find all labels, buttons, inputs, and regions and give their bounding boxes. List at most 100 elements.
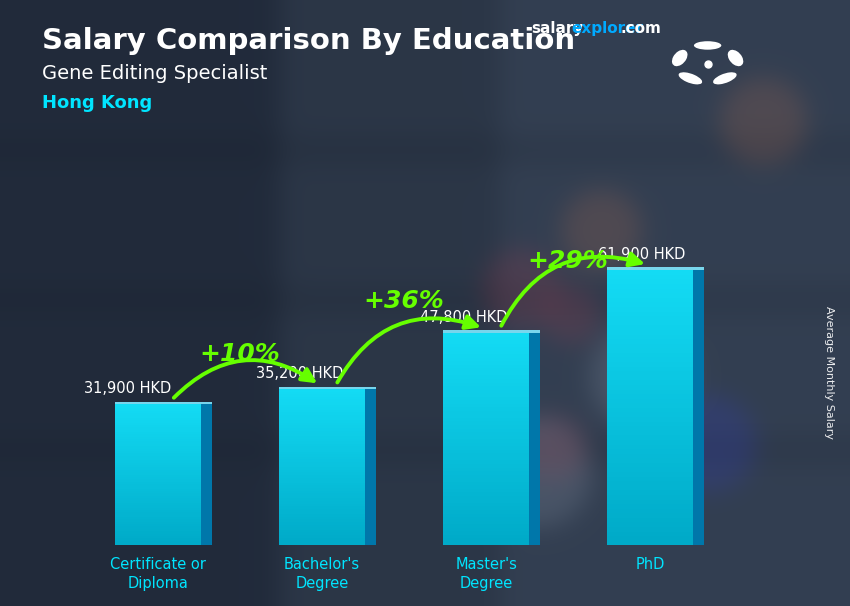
Bar bbox=[116, 510, 201, 512]
Ellipse shape bbox=[713, 72, 737, 84]
Bar bbox=[608, 431, 693, 435]
Bar bbox=[116, 413, 201, 416]
Bar bbox=[444, 439, 529, 443]
Bar bbox=[280, 519, 365, 522]
Bar bbox=[280, 535, 365, 538]
Bar bbox=[444, 422, 529, 425]
Bar bbox=[444, 418, 529, 422]
Bar bbox=[608, 490, 693, 495]
Bar bbox=[608, 394, 693, 399]
Bar bbox=[116, 408, 201, 411]
Bar bbox=[444, 461, 529, 464]
Bar bbox=[116, 402, 212, 404]
Bar bbox=[116, 474, 201, 477]
Bar bbox=[608, 413, 693, 417]
Bar bbox=[608, 367, 693, 371]
Bar bbox=[444, 330, 541, 333]
Bar bbox=[116, 501, 201, 503]
Bar bbox=[280, 444, 365, 447]
Bar bbox=[116, 491, 201, 493]
Bar bbox=[280, 525, 365, 527]
Bar bbox=[116, 467, 201, 470]
Bar bbox=[116, 503, 201, 505]
Bar bbox=[116, 446, 201, 448]
Bar bbox=[444, 379, 529, 382]
Bar bbox=[608, 426, 693, 431]
Bar bbox=[608, 541, 693, 545]
Bar bbox=[444, 425, 529, 428]
Bar bbox=[444, 358, 529, 361]
Bar bbox=[280, 447, 365, 449]
Bar bbox=[608, 325, 693, 330]
Bar bbox=[608, 316, 693, 321]
Bar bbox=[280, 420, 365, 423]
Bar bbox=[444, 450, 529, 453]
Ellipse shape bbox=[694, 41, 722, 50]
Bar bbox=[280, 415, 365, 418]
Bar bbox=[608, 270, 693, 275]
Bar bbox=[608, 458, 693, 463]
Bar bbox=[116, 517, 201, 519]
Bar bbox=[116, 543, 201, 545]
Bar bbox=[608, 353, 693, 358]
Bar bbox=[444, 372, 529, 376]
Bar bbox=[280, 517, 365, 519]
Bar bbox=[444, 453, 529, 457]
Bar bbox=[444, 499, 529, 503]
Bar bbox=[280, 399, 365, 402]
Bar bbox=[444, 382, 529, 386]
Bar bbox=[116, 441, 201, 444]
Bar bbox=[116, 470, 201, 472]
Bar bbox=[444, 542, 529, 545]
Bar bbox=[116, 430, 201, 432]
Bar bbox=[280, 394, 365, 397]
Bar bbox=[280, 391, 365, 394]
Bar bbox=[444, 528, 529, 531]
Bar bbox=[280, 530, 365, 532]
Bar bbox=[608, 279, 693, 284]
Bar bbox=[444, 436, 529, 439]
Bar bbox=[608, 330, 693, 335]
Bar bbox=[608, 417, 693, 422]
Bar bbox=[608, 298, 693, 302]
Bar bbox=[116, 484, 201, 487]
Bar bbox=[280, 488, 365, 491]
Bar bbox=[116, 529, 201, 531]
Bar bbox=[116, 422, 201, 425]
Bar bbox=[280, 483, 365, 485]
Bar bbox=[116, 404, 201, 406]
Bar bbox=[116, 538, 201, 541]
Bar bbox=[444, 404, 529, 407]
Text: Salary Comparison By Education: Salary Comparison By Education bbox=[42, 27, 575, 55]
Bar bbox=[444, 397, 529, 400]
Bar bbox=[608, 440, 693, 445]
Bar bbox=[608, 293, 693, 298]
Bar bbox=[280, 439, 365, 441]
Bar bbox=[280, 467, 365, 470]
Bar bbox=[280, 485, 365, 488]
Bar bbox=[280, 493, 365, 496]
Bar bbox=[608, 371, 693, 376]
Bar bbox=[116, 453, 201, 456]
Bar bbox=[444, 340, 529, 344]
Bar bbox=[116, 456, 201, 458]
Bar bbox=[280, 451, 365, 454]
Bar bbox=[116, 512, 201, 514]
Bar bbox=[280, 543, 365, 545]
Bar bbox=[444, 489, 529, 492]
Text: Gene Editing Specialist: Gene Editing Specialist bbox=[42, 64, 268, 82]
Bar bbox=[280, 454, 365, 457]
Text: .com: .com bbox=[620, 21, 661, 36]
Bar bbox=[444, 365, 529, 368]
Bar bbox=[608, 267, 705, 270]
Bar bbox=[608, 435, 693, 440]
Bar bbox=[444, 336, 529, 340]
Bar bbox=[116, 461, 201, 463]
Bar bbox=[116, 487, 201, 488]
Bar bbox=[444, 474, 529, 478]
Bar bbox=[444, 534, 529, 538]
Bar bbox=[116, 448, 201, 451]
Bar bbox=[201, 404, 212, 545]
Bar bbox=[444, 521, 529, 524]
Bar bbox=[116, 479, 201, 482]
